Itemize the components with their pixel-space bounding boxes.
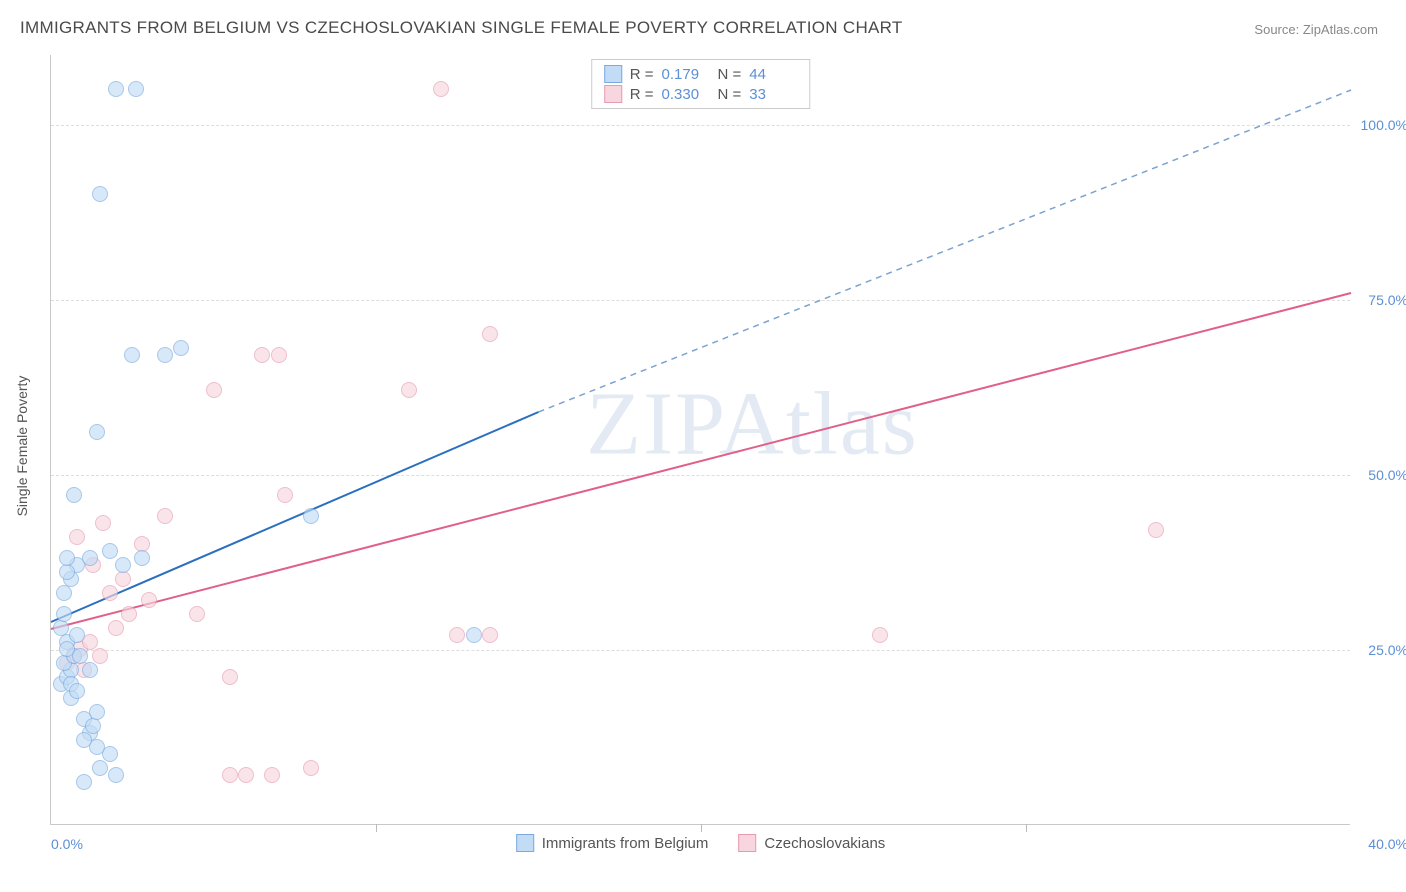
x-tick bbox=[701, 824, 702, 832]
scatter-point bbox=[141, 592, 157, 608]
scatter-point bbox=[401, 382, 417, 398]
scatter-point bbox=[1148, 522, 1164, 538]
source-name: ZipAtlas.com bbox=[1303, 22, 1378, 37]
scatter-point bbox=[173, 340, 189, 356]
scatter-point bbox=[222, 669, 238, 685]
scatter-point bbox=[482, 326, 498, 342]
scatter-point bbox=[108, 81, 124, 97]
legend-correlation-stats: R = 0.179 N = 44 R = 0.330 N = 33 bbox=[591, 59, 811, 109]
scatter-point bbox=[53, 620, 69, 636]
scatter-point bbox=[72, 648, 88, 664]
scatter-point bbox=[59, 550, 75, 566]
scatter-point bbox=[82, 662, 98, 678]
stat-r-value: 0.330 bbox=[662, 86, 710, 103]
y-axis-title: Single Female Poverty bbox=[14, 376, 30, 517]
scatter-point bbox=[433, 81, 449, 97]
scatter-point bbox=[238, 767, 254, 783]
regression-line bbox=[51, 412, 539, 622]
y-tick-label: 25.0% bbox=[1368, 642, 1406, 658]
x-tick bbox=[376, 824, 377, 832]
scatter-point bbox=[108, 620, 124, 636]
chart-title: IMMIGRANTS FROM BELGIUM VS CZECHOSLOVAKI… bbox=[20, 18, 903, 38]
scatter-point bbox=[222, 767, 238, 783]
legend-series: Immigrants from Belgium Czechoslovakians bbox=[516, 834, 886, 852]
stat-r-label: R = bbox=[630, 66, 654, 83]
source-attribution: Source: ZipAtlas.com bbox=[1254, 22, 1378, 37]
scatter-point bbox=[76, 774, 92, 790]
scatter-point bbox=[89, 424, 105, 440]
scatter-point bbox=[115, 557, 131, 573]
scatter-point bbox=[121, 606, 137, 622]
scatter-point bbox=[157, 347, 173, 363]
scatter-point bbox=[56, 585, 72, 601]
legend-stat-row: R = 0.179 N = 44 bbox=[604, 64, 798, 84]
legend-label-czech: Czechoslovakians bbox=[764, 835, 885, 852]
scatter-point bbox=[102, 585, 118, 601]
legend-swatch-icon bbox=[604, 85, 622, 103]
scatter-point bbox=[102, 746, 118, 762]
scatter-point bbox=[157, 508, 173, 524]
regression-lines bbox=[51, 55, 1350, 824]
scatter-point bbox=[76, 732, 92, 748]
scatter-point bbox=[92, 760, 108, 776]
x-tick-label: 40.0% bbox=[1368, 836, 1406, 852]
scatter-point bbox=[92, 648, 108, 664]
scatter-point bbox=[303, 508, 319, 524]
regression-line bbox=[539, 90, 1352, 412]
legend-swatch-blue bbox=[516, 834, 534, 852]
y-tick-label: 100.0% bbox=[1361, 117, 1406, 133]
scatter-point bbox=[206, 382, 222, 398]
scatter-point bbox=[134, 550, 150, 566]
scatter-point bbox=[264, 767, 280, 783]
scatter-point bbox=[449, 627, 465, 643]
legend-item-czech: Czechoslovakians bbox=[738, 834, 885, 852]
legend-swatch-icon bbox=[604, 65, 622, 83]
legend-stat-row: R = 0.330 N = 33 bbox=[604, 84, 798, 104]
scatter-point bbox=[128, 81, 144, 97]
chart-plot-area: ZIPAtlas 25.0%50.0%75.0%100.0% 0.0%40.0%… bbox=[50, 55, 1350, 825]
regression-line bbox=[51, 293, 1351, 629]
stat-n-value: 44 bbox=[749, 66, 797, 83]
scatter-point bbox=[277, 487, 293, 503]
legend-item-belgium: Immigrants from Belgium bbox=[516, 834, 709, 852]
source-label: Source: bbox=[1254, 22, 1299, 37]
scatter-point bbox=[69, 627, 85, 643]
stat-n-value: 33 bbox=[749, 86, 797, 103]
scatter-point bbox=[482, 627, 498, 643]
scatter-point bbox=[271, 347, 287, 363]
scatter-point bbox=[303, 760, 319, 776]
scatter-point bbox=[189, 606, 205, 622]
scatter-point bbox=[59, 564, 75, 580]
x-tick bbox=[1026, 824, 1027, 832]
scatter-point bbox=[92, 186, 108, 202]
scatter-point bbox=[69, 529, 85, 545]
scatter-point bbox=[124, 347, 140, 363]
y-tick-label: 75.0% bbox=[1368, 292, 1406, 308]
y-tick-label: 50.0% bbox=[1368, 467, 1406, 483]
scatter-point bbox=[89, 704, 105, 720]
legend-swatch-pink bbox=[738, 834, 756, 852]
scatter-point bbox=[56, 606, 72, 622]
scatter-point bbox=[108, 767, 124, 783]
scatter-point bbox=[466, 627, 482, 643]
scatter-point bbox=[115, 571, 131, 587]
scatter-point bbox=[95, 515, 111, 531]
stat-r-label: R = bbox=[630, 86, 654, 103]
stat-n-label: N = bbox=[718, 86, 742, 103]
stat-r-value: 0.179 bbox=[662, 66, 710, 83]
scatter-point bbox=[102, 543, 118, 559]
scatter-point bbox=[69, 683, 85, 699]
legend-label-belgium: Immigrants from Belgium bbox=[542, 835, 709, 852]
scatter-point bbox=[254, 347, 270, 363]
scatter-point bbox=[82, 550, 98, 566]
scatter-point bbox=[66, 487, 82, 503]
scatter-point bbox=[85, 718, 101, 734]
stat-n-label: N = bbox=[718, 66, 742, 83]
x-tick-label: 0.0% bbox=[51, 836, 83, 852]
scatter-point bbox=[872, 627, 888, 643]
